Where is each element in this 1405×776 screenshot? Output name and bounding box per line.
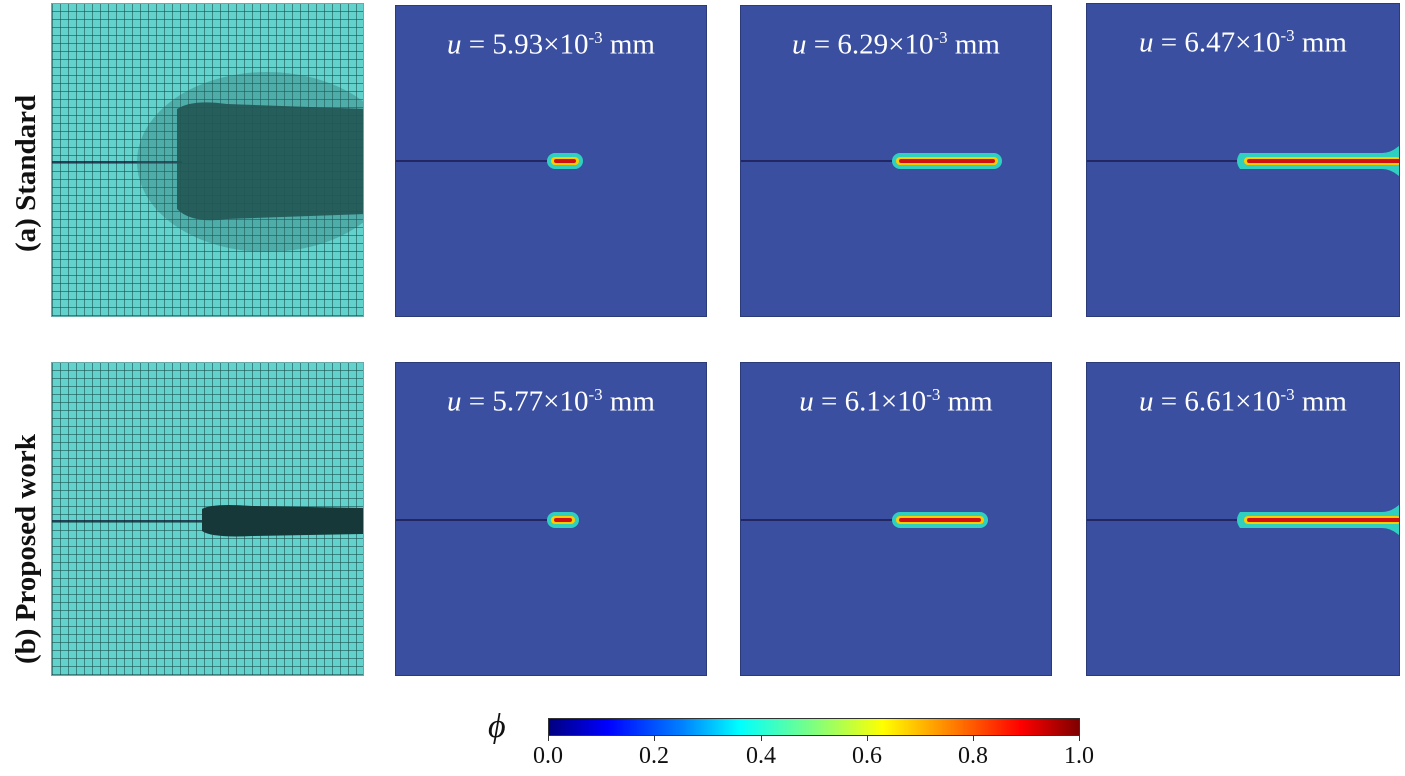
u-label-b3: u = 6.61×10-3 mm	[1138, 385, 1347, 418]
u-label-a1: u = 5.93×10-3 mm	[446, 28, 655, 61]
colorbar-tick	[548, 736, 549, 741]
colorbar-tick	[654, 736, 655, 741]
field-panel-a3: u = 6.47×10-3 mm	[1086, 3, 1400, 317]
colorbar-tick-label: 1.0	[1064, 743, 1094, 769]
row-label-proposed: (b) Proposed work	[10, 434, 42, 664]
colorbar-tick-label: 0.2	[639, 743, 669, 769]
u-label-a3: u = 6.47×10-3 mm	[1138, 26, 1347, 59]
colorbar-tick-label: 0.0	[533, 743, 563, 769]
field-panel-a1: u = 5.93×10-3 mm	[395, 5, 707, 317]
field-panel-b2: u = 6.1×10-3 mm	[740, 362, 1052, 676]
colorbar-tick	[1079, 736, 1080, 741]
colorbar-tick	[973, 736, 974, 741]
colorbar-tick	[761, 736, 762, 741]
field-panel-b1: u = 5.77×10-3 mm	[395, 362, 707, 676]
mesh-panel-standard	[51, 3, 364, 317]
colorbar-tick-label: 0.6	[852, 743, 882, 769]
field-panel-a2: u = 6.29×10-3 mm	[740, 5, 1052, 317]
colorbar-symbol: ϕ	[488, 708, 506, 745]
u-label-b1: u = 5.77×10-3 mm	[446, 385, 655, 418]
u-label-b2: u = 6.1×10-3 mm	[799, 385, 993, 418]
row-label-standard: (a) Standard	[10, 94, 42, 252]
colorbar-tick-label: 0.4	[746, 743, 776, 769]
u-label-a2: u = 6.29×10-3 mm	[791, 28, 1000, 61]
colorbar-tick	[867, 736, 868, 741]
mesh-panel-proposed	[51, 362, 364, 676]
colorbar	[548, 718, 1080, 736]
field-panel-b3: u = 6.61×10-3 mm	[1086, 362, 1400, 676]
colorbar-tick-label: 0.8	[958, 743, 988, 769]
